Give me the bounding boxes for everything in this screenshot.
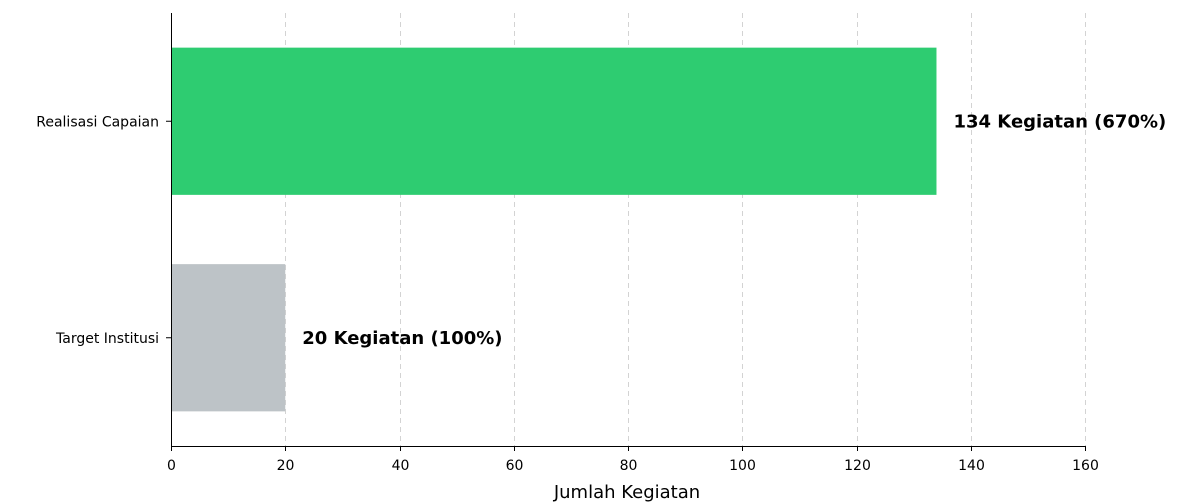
x-axis-title: Jumlah Kegiatan: [553, 482, 700, 502]
x-tick-label: 100: [729, 458, 756, 474]
axes: [166, 13, 1086, 451]
bars: [171, 47, 937, 412]
labels: 0 20 40 60 80 100 120 140 160 Realisasi Capaian 13…: [36, 111, 1166, 474]
bar-value-label: 20 Kegiatan (100%): [302, 328, 502, 349]
x-tick-label: 20: [277, 458, 295, 474]
x-tick-label: 140: [958, 458, 985, 474]
x-tick-label: 60: [506, 458, 524, 474]
bar-value-label: 134 Kegiatan (670%): [953, 111, 1166, 132]
y-tick-label: Target Institusi: [55, 331, 159, 347]
bar: [171, 47, 937, 195]
x-tick-label: 80: [620, 458, 638, 474]
x-tick-label: 0: [167, 458, 176, 474]
bar: [171, 264, 286, 412]
y-tick-label: Realisasi Capaian: [36, 114, 159, 130]
x-tick-label: 40: [392, 458, 410, 474]
x-tick-label: 160: [1072, 458, 1099, 474]
x-tick-label: 120: [844, 458, 871, 474]
